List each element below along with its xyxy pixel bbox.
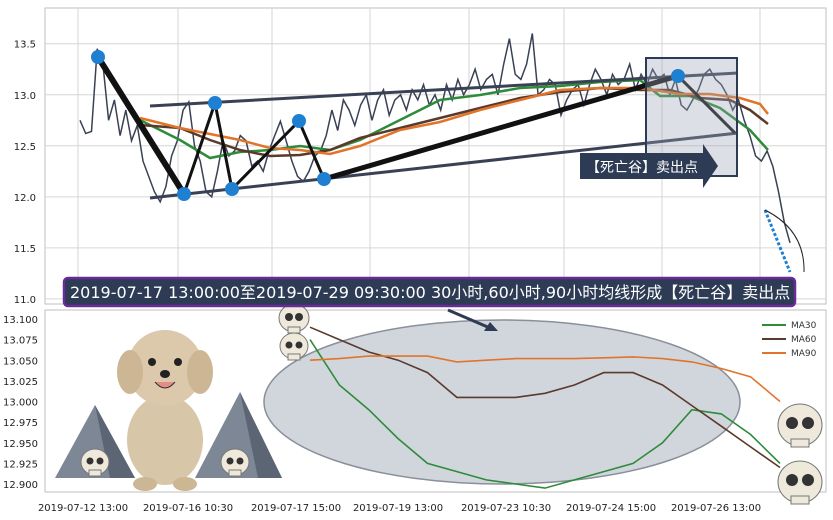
dog-illustration (117, 330, 213, 491)
ma60-top-line (139, 86, 769, 158)
pointer-arrow-head (484, 322, 498, 331)
dog-ear-left (117, 350, 143, 394)
signal-label: 【死亡谷】卖出点 (586, 160, 698, 176)
price-y-tick-label: 11.0 (14, 295, 36, 306)
banner-text: 2019-07-17 13:00:00至2019-07-29 09:30:00 … (70, 283, 790, 302)
ma-y-ticks: 12.900 12.925 12.950 12.975 13.000 13.025 13.0… (3, 315, 38, 491)
price-y-tick-label: 13.0 (14, 91, 36, 102)
ma-x-tick-label: 2019-07-12 13:00 (38, 503, 128, 514)
price-y-tick-label: 11.5 (14, 244, 36, 255)
ma-series (309, 326, 781, 489)
pointer-arrow (447, 308, 491, 330)
zigzag-line-thick-2 (323, 73, 679, 182)
pivot-dot (208, 96, 222, 110)
ma-y-tick-label: 13.025 (3, 377, 38, 388)
dog-nose (160, 370, 170, 378)
ma-y-tick-label: 13.100 (3, 315, 38, 326)
pivot-dot (671, 69, 685, 83)
dog-eye-left (148, 358, 156, 366)
ma-line-ma90 (309, 355, 781, 403)
skull-icon (220, 448, 250, 477)
dog-head (127, 330, 203, 406)
ma-y-tick-label: 12.975 (3, 418, 38, 429)
dog-body (127, 395, 203, 485)
ma-y-tick-label: 13.050 (3, 356, 38, 367)
price-panel: 11.0 11.5 12.0 12.5 13.0 13.5 【死亡谷】卖出点 (14, 7, 827, 306)
mountain-left-shadow (95, 405, 135, 478)
ma-x-tick-label: 2019-07-24 15:00 (566, 503, 656, 514)
price-y-tick-label: 12.0 (14, 193, 36, 204)
ma-panel: 12.900 12.925 12.950 12.975 13.000 13.025 13.0… (3, 303, 827, 514)
legend-label-ma90: MA90 (791, 349, 817, 359)
ma-line-ma60 (309, 326, 781, 469)
mountain-illustration (55, 392, 282, 478)
pivot-dot (91, 50, 105, 64)
legend-label-ma60: MA60 (791, 335, 817, 345)
pivot-dot (225, 182, 239, 196)
ma-line-ma30 (309, 339, 781, 489)
skull-icon (80, 448, 110, 477)
skull-icon (278, 303, 310, 334)
ma-y-tick-label: 12.950 (3, 439, 38, 450)
cross-zone-ellipse (263, 319, 741, 485)
ma-x-tick-label: 2019-07-17 15:00 (251, 503, 341, 514)
dog-paw-left (133, 477, 157, 491)
signal-arrow: 【死亡谷】卖出点 (580, 144, 718, 188)
mountain-right-shadow (240, 392, 282, 478)
ma-y-tick-label: 12.900 (3, 480, 38, 491)
channel-upper-line (149, 71, 739, 108)
price-y-tick-label: 13.5 (14, 40, 36, 51)
pivot-dot (177, 187, 191, 201)
ma-x-ticks: 2019-07-12 13:00 2019-07-16 10:30 2019-07-… (38, 503, 761, 514)
ma-y-tick-label: 13.000 (3, 398, 38, 409)
skull-icon (777, 403, 823, 448)
price-y-tick-label: 12.5 (14, 142, 36, 153)
pivot-dot (317, 172, 331, 186)
skull-icon (777, 460, 823, 505)
pivot-dot (292, 114, 306, 128)
dog-eye-right (174, 358, 182, 366)
dog-mouth (154, 381, 176, 389)
signal-banner: 2019-07-17 13:00:00至2019-07-29 09:30:00 … (62, 276, 797, 308)
ma-x-tick-label: 2019-07-16 10:30 (143, 503, 233, 514)
ma-y-tick-label: 13.075 (3, 336, 38, 347)
channel-lower-line (149, 131, 739, 200)
banner-box (62, 276, 797, 308)
ma-x-tick-label: 2019-07-19 13:00 (353, 503, 443, 514)
decline-segment (763, 209, 792, 273)
price-y-ticks: 11.0 11.5 12.0 12.5 13.0 13.5 (14, 40, 36, 306)
skull-icon (279, 332, 309, 361)
pivot-dots (91, 50, 685, 201)
legend: MA30 MA60 MA90 (762, 321, 817, 359)
dog-ear-right (187, 350, 213, 394)
ma-y-tick-label: 12.925 (3, 459, 38, 470)
skull-decorations (80, 303, 823, 505)
price-series (79, 33, 791, 244)
ma-x-tick-label: 2019-07-23 10:30 (461, 503, 551, 514)
legend-label-ma30: MA30 (791, 321, 817, 331)
decline-arc (764, 209, 805, 273)
dog-paw-right (173, 477, 197, 491)
signal-arrow-shape (580, 144, 718, 188)
zigzag-line-thick-1 (95, 55, 187, 196)
ma-x-tick-label: 2019-07-26 13:00 (671, 503, 761, 514)
ma90-top-line (139, 86, 769, 156)
